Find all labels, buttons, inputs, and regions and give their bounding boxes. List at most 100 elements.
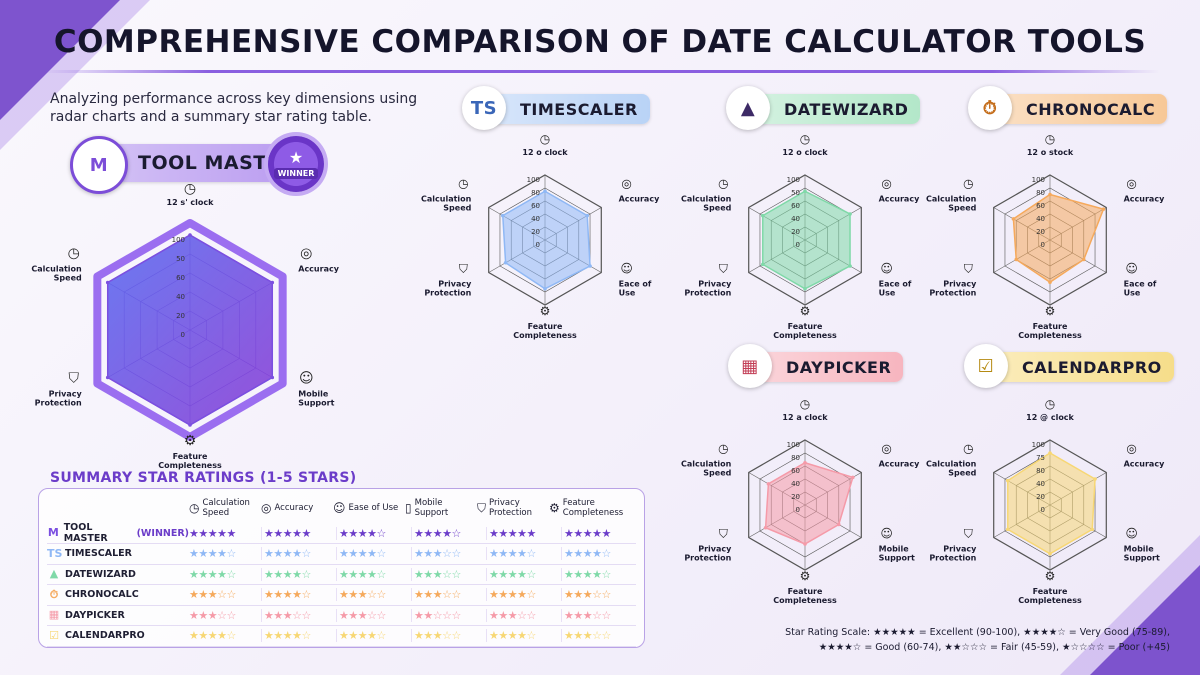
tool-header-calendarpro: ☑ CALENDARPRO — [964, 344, 1174, 388]
radar-tick-label: 20 — [791, 493, 800, 501]
radar-data-point — [763, 525, 768, 530]
radar-tick-label: 100 — [527, 176, 540, 184]
axis-icon: ◷ — [68, 246, 80, 262]
star-rating: ★★★☆☆ — [336, 588, 411, 601]
radar-tick-label: 80 — [791, 454, 800, 462]
column-header: ▯ Mobile Support — [405, 498, 449, 518]
row-tool-name: ⏱ CHRONOCALC — [47, 588, 189, 602]
star-rating: ★★★★☆ — [561, 547, 636, 560]
axis-icon: ⚙ — [184, 433, 197, 449]
tool-header-datewizard: ▲ DATEWIZARD — [726, 86, 921, 130]
star-rating: ★★★★☆ — [336, 629, 411, 642]
tool-logo-icon: ▦ — [48, 608, 60, 621]
axis-label: 12 o stock — [1027, 148, 1074, 157]
axis-label: Feature Completeness — [773, 587, 837, 605]
star-rating: ★★★☆☆ — [189, 588, 236, 601]
radar-data-point — [1093, 477, 1097, 481]
table-row: ▦ DAYPICKER ★★★☆☆ ★★★☆☆ ★★★☆☆ ★★☆☆☆ ★★★☆☆ ★★★☆☆ — [47, 605, 636, 626]
radar-tick-label: 40 — [1036, 215, 1045, 223]
axis-icon: ◷ — [458, 177, 469, 191]
radar-data-point — [760, 262, 765, 267]
page-subtitle: Analyzing performance across key dimensi… — [50, 91, 418, 125]
axis-icon: ⛉ — [964, 262, 973, 276]
star-rating: ★★★★☆ — [261, 588, 336, 601]
star-rating: ★★★★★ — [486, 526, 561, 540]
winner-badge: ★ WINNER — [268, 136, 324, 192]
radar-data-area — [762, 190, 851, 290]
star-rating: ★★★☆☆ — [411, 588, 486, 601]
star-rating: ★★★★☆ — [261, 629, 336, 642]
timescaler-logo-icon: TS — [462, 86, 506, 130]
star-rating: ★★★☆☆ — [561, 608, 636, 622]
target-icon: ◎ — [261, 501, 272, 515]
tool-name: CALENDARPRO — [1022, 357, 1162, 377]
radar-tick-label: 40 — [176, 293, 185, 301]
axis-label: Feature Completeness — [773, 322, 837, 340]
axis-label: 12 s' clock — [167, 198, 215, 207]
table-row: ⏱ CHRONOCALC ★★★☆☆ ★★★★☆ ★★★☆☆ ★★★☆☆ ★★★★☆ ★★★☆… — [47, 585, 636, 606]
radar-tick-label: 80 — [531, 189, 540, 197]
radar-tick-label: 0 — [796, 241, 800, 249]
radar-chart-calendarpro: 100 75 80 40 20 0 ◷ 12 @ clock ◎ Accuracy ☺ Mobile S… — [926, 397, 1165, 605]
star-rating: ★★★★☆ — [189, 547, 236, 560]
axis-label: Calculation Speed — [926, 460, 977, 478]
column-header: ⚙ Feature Completeness — [549, 498, 624, 518]
radar-tick-label: 40 — [1036, 480, 1045, 488]
corner-decoration — [0, 0, 120, 120]
tool-header-daypicker: ▦ DAYPICKER — [728, 344, 904, 388]
axis-icon: ◷ — [540, 132, 551, 146]
axis-label: 12 a clock — [782, 413, 828, 422]
tool-name: TIMESCALER — [520, 99, 638, 119]
star-rating: ★★★★☆ — [486, 547, 561, 560]
radar-outer-frame — [93, 219, 287, 441]
star-rating: ★★★★☆ — [189, 567, 236, 581]
radar-data-point — [543, 189, 547, 194]
title-underline — [40, 70, 1160, 73]
radar-tick-label: 20 — [791, 228, 800, 236]
tool-name: TOOL MASTER — [138, 152, 296, 174]
axis-icon: ◷ — [1045, 132, 1056, 146]
summary-table: ◷ Calculation Speed ◎ Accuracy ☺ Ease of Us… — [38, 488, 645, 648]
star-rating: ★★★★★ — [189, 526, 236, 540]
wizard-hat-icon: ▲ — [726, 86, 770, 130]
axis-icon: ⛉ — [68, 371, 79, 387]
star-rating: ★★★★☆ — [486, 629, 561, 642]
axis-icon: ☺ — [1125, 527, 1138, 541]
column-header: ☺ Ease of Use — [333, 501, 399, 515]
tool-master-logo-icon: M — [70, 136, 128, 194]
summary-title: SUMMARY STAR RATINGS (1-5 STARS) — [50, 470, 357, 486]
axis-label: 12 o clock — [522, 148, 568, 157]
star-rating: ★★★★☆ — [336, 547, 411, 560]
radar-data-point — [851, 475, 855, 480]
tool-logo-icon: ⏱ — [49, 587, 59, 601]
star-rating: ★★★★☆ — [189, 629, 236, 642]
radar-data-area — [764, 461, 854, 545]
axis-icon: ◷ — [184, 181, 196, 197]
axis-label: Privacy Protection — [424, 280, 472, 298]
axis-icon: ◎ — [881, 177, 891, 191]
radar-tick-label: 75 — [1036, 454, 1045, 462]
axis-label: Privacy Protection — [929, 545, 977, 563]
radar-data-area — [502, 190, 591, 290]
axis-icon: ◷ — [800, 132, 811, 146]
radar-data-point — [1090, 527, 1095, 532]
radar-data-point — [1048, 451, 1052, 455]
radar-tick-label: 80 — [1036, 189, 1045, 197]
radar-data-point — [270, 375, 275, 380]
axis-label: Privacy Protection — [684, 545, 732, 563]
phone-icon: ▯ — [405, 501, 412, 515]
axis-label: Privacy Protection — [684, 280, 732, 298]
radar-tick-label: 100 — [1032, 176, 1045, 184]
column-header: ⛉ Privacy Protection — [477, 498, 533, 518]
row-tool-name: ▲ DATEWIZARD — [47, 567, 189, 581]
radar-data-point — [105, 375, 110, 380]
radar-data-point — [105, 280, 110, 285]
gear-icon: ⚙ — [549, 501, 560, 515]
radar-chart-datewizard: 100 50 60 40 20 0 ◷ 12 o clock ◎ Accuracy ☺ Eace of… — [681, 132, 920, 340]
radar-data-point — [1048, 551, 1052, 556]
winner-suffix: (WINNER) — [136, 527, 189, 539]
radar-tick-label: 60 — [791, 467, 800, 475]
axis-label: Mobile Support — [1124, 545, 1160, 563]
star-rating: ★★★★☆ — [336, 567, 411, 581]
axis-label: Feature Completeness — [1018, 322, 1082, 340]
